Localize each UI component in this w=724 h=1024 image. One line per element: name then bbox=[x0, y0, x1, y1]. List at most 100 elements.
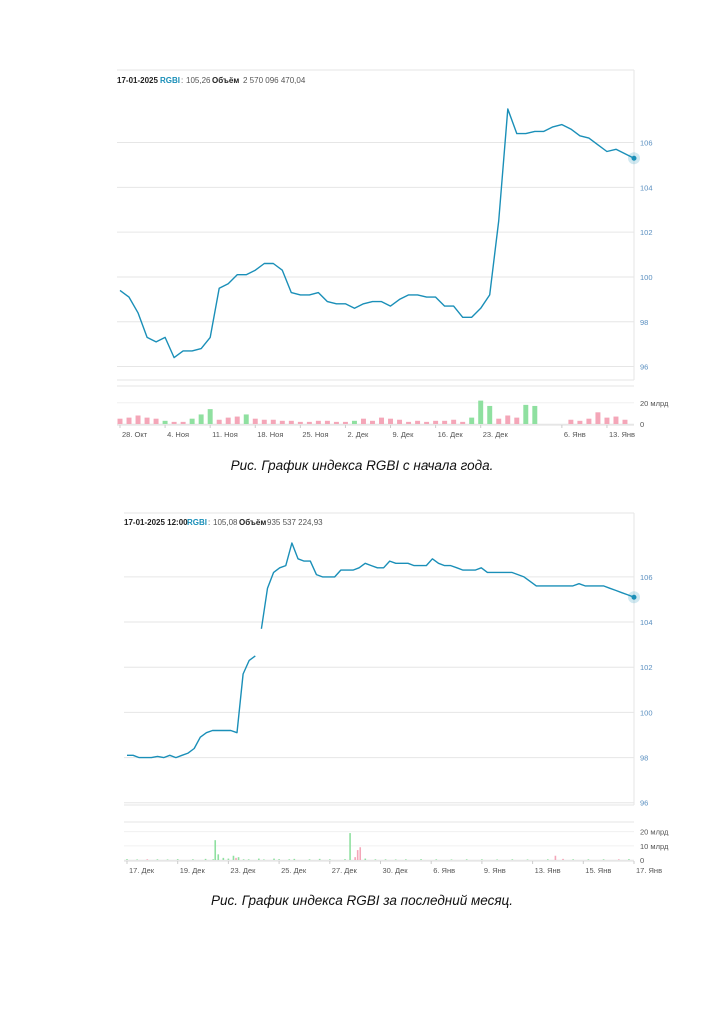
volume-bar bbox=[568, 419, 574, 424]
volume-bar bbox=[297, 421, 303, 424]
volume-bar bbox=[278, 859, 280, 860]
volume-bar bbox=[263, 859, 265, 860]
time-axis: 28. Окт 4. Ноя 11. Ноя 18. Ноя 25. Ноя 2. Дек… bbox=[119, 425, 635, 439]
x-tick-label: 17. Янв bbox=[636, 866, 662, 875]
volume-bar bbox=[217, 854, 220, 860]
x-tick-label: 25. Дек bbox=[281, 866, 307, 875]
x-tick-label: 11. Ноя bbox=[212, 430, 238, 439]
x-tick-label: 30. Дек bbox=[383, 866, 409, 875]
volume-gridlines bbox=[124, 821, 634, 862]
volume-bar bbox=[136, 859, 138, 860]
volume-bar bbox=[318, 858, 321, 860]
volume-tick-label: 20 млрд bbox=[640, 828, 669, 837]
y-tick-label: 104 bbox=[640, 618, 653, 627]
y-tick-label: 98 bbox=[640, 318, 648, 327]
header-sep: : bbox=[181, 76, 183, 85]
volume-bar bbox=[628, 859, 630, 860]
x-tick-label: 23. Дек bbox=[230, 866, 256, 875]
y-tick-label: 100 bbox=[640, 708, 653, 717]
volume-tick-label: 10 млрд bbox=[640, 842, 669, 851]
volume-bar bbox=[232, 855, 235, 860]
volume-bar bbox=[261, 419, 267, 424]
volume-tick-label: 0 bbox=[640, 856, 644, 865]
volume-tick-label: 0 bbox=[640, 420, 644, 429]
volume-bar bbox=[258, 858, 260, 860]
volume-bar bbox=[126, 859, 128, 860]
x-tick-label: 18. Ноя bbox=[257, 430, 283, 439]
volume-bar bbox=[587, 859, 590, 860]
volume-bar bbox=[613, 416, 619, 424]
volume-bar bbox=[514, 417, 520, 424]
volume-bar bbox=[162, 420, 168, 424]
volume-bar bbox=[349, 833, 351, 860]
volume-bar bbox=[481, 859, 483, 860]
volume-bar bbox=[288, 420, 294, 424]
volume-bar bbox=[397, 419, 403, 424]
volume-bar bbox=[604, 417, 610, 424]
y-tick-label: 106 bbox=[640, 139, 653, 148]
x-tick-label: 28. Окт bbox=[122, 430, 148, 439]
x-tick-label: 6. Янв bbox=[564, 430, 586, 439]
volume-bar bbox=[315, 420, 321, 424]
volume-bar bbox=[554, 855, 557, 860]
volume-bar bbox=[388, 418, 394, 424]
volume-bar bbox=[572, 859, 574, 860]
header-volume-value: 2 570 096 470,04 bbox=[243, 76, 306, 85]
y-tick-label: 102 bbox=[640, 663, 653, 672]
y-tick-label: 106 bbox=[640, 573, 653, 582]
header-volume-label: Объём bbox=[212, 76, 239, 85]
volume-bar bbox=[242, 859, 245, 860]
volume-bar bbox=[166, 859, 169, 860]
price-series-line bbox=[119, 108, 635, 359]
x-tick-label: 4. Ноя bbox=[167, 430, 189, 439]
volume-axis: 20 млрд 0 bbox=[640, 399, 669, 429]
volume-bar bbox=[370, 420, 375, 424]
volume-bar bbox=[192, 859, 194, 860]
y-tick-label: 100 bbox=[640, 273, 653, 282]
volume-bar bbox=[216, 419, 222, 424]
volume-bar bbox=[420, 859, 422, 860]
volume-bar bbox=[433, 420, 439, 424]
volume-bar bbox=[577, 420, 583, 424]
volume-bar bbox=[234, 416, 240, 424]
price-series-line bbox=[260, 542, 635, 629]
volume-bar bbox=[562, 858, 564, 860]
header-date: 17-01-2025 bbox=[117, 76, 158, 85]
volume-bar bbox=[450, 859, 453, 860]
volume-bar bbox=[308, 859, 311, 860]
y-tick-label: 98 bbox=[640, 754, 648, 763]
last-point-marker bbox=[631, 594, 637, 600]
header-sep: : bbox=[208, 518, 210, 527]
volume-bar bbox=[117, 418, 123, 424]
volume-bar bbox=[329, 859, 331, 860]
price-gridlines bbox=[117, 69, 635, 381]
header-ticker: RGBI bbox=[160, 76, 180, 85]
volume-bar bbox=[153, 418, 159, 424]
volume-bar bbox=[288, 859, 291, 860]
chart-header: 17-01-2025 12:00 RGBI : 105,08 Объём 935… bbox=[124, 518, 323, 527]
header-ticker: RGBI bbox=[187, 518, 207, 527]
volume-bar bbox=[324, 420, 330, 424]
volume-bar bbox=[204, 858, 207, 860]
volume-bar bbox=[496, 859, 498, 860]
header-volume-label: Объём bbox=[239, 518, 266, 527]
volume-bar bbox=[487, 405, 493, 424]
price-axis: 106 104 102 100 98 96 bbox=[640, 139, 653, 372]
volume-bar bbox=[532, 405, 538, 424]
volume-bar bbox=[146, 859, 149, 860]
volume-bar bbox=[415, 420, 421, 424]
volume-bar bbox=[526, 859, 529, 860]
volume-axis: 20 млрд 10 млрд 0 bbox=[640, 828, 669, 865]
y-tick-label: 102 bbox=[640, 228, 653, 237]
volume-bar bbox=[342, 421, 348, 424]
x-tick-label: 13. Янв bbox=[535, 866, 561, 875]
x-tick-label: 27. Дек bbox=[332, 866, 358, 875]
header-volume-value: 935 537 224,93 bbox=[267, 518, 323, 527]
volume-bar bbox=[379, 417, 384, 424]
y-tick-label: 104 bbox=[640, 183, 653, 192]
caption-ytd: Рис. График индекса RGBI с начала года. bbox=[230, 458, 494, 473]
header-value: 105,26 bbox=[186, 76, 211, 85]
x-tick-label: 23. Дек bbox=[483, 430, 509, 439]
caption-month: Рис. График индекса RGBI за последний ме… bbox=[210, 893, 514, 908]
